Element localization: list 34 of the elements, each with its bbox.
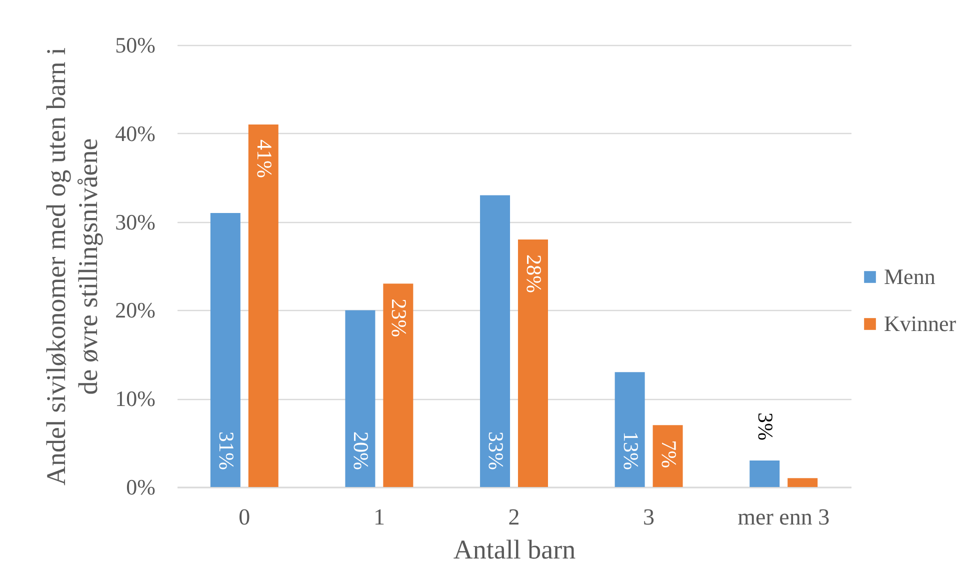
- data-label: 13%: [618, 432, 643, 470]
- bar: [518, 239, 548, 487]
- data-label: 20%: [349, 432, 374, 470]
- y-tick-label: 50%: [115, 32, 156, 58]
- bar: [345, 310, 376, 487]
- bar: [750, 460, 780, 487]
- bar: [614, 372, 645, 487]
- y-tick-label: 30%: [115, 209, 156, 234]
- bar: [383, 284, 414, 487]
- y-tick-label: 20%: [115, 298, 156, 323]
- y-axis-title: Andel siviløkonomer med og uten barn i de øvre stillingsnivåene: [41, 48, 104, 486]
- bar: [248, 124, 278, 487]
- x-tick-label: 2: [508, 504, 520, 530]
- bar: [210, 212, 240, 487]
- x-tick-label: 1: [373, 504, 385, 530]
- data-label: 28%: [522, 254, 546, 293]
- x-tick-label: mer enn 3: [738, 504, 830, 530]
- legend-label: Menn: [884, 264, 936, 289]
- data-label: 3%: [754, 412, 778, 440]
- y-tick-label: 10%: [115, 386, 156, 412]
- legend-label: Kvinner: [884, 311, 957, 336]
- y-tick-label: 40%: [115, 120, 156, 146]
- x-axis-title: Antall barn: [453, 534, 576, 564]
- data-label: 31%: [214, 432, 238, 470]
- data-label: 7%: [656, 440, 681, 468]
- bar: [480, 195, 510, 487]
- data-label: 23%: [387, 298, 412, 338]
- y-tick-label: 0%: [126, 474, 156, 500]
- bar: [788, 478, 818, 487]
- data-label: 33%: [484, 432, 508, 470]
- x-tick-label: 3: [643, 504, 655, 530]
- x-tick-label: 0: [238, 504, 250, 530]
- bar: [652, 425, 683, 487]
- data-label: 41%: [252, 140, 276, 178]
